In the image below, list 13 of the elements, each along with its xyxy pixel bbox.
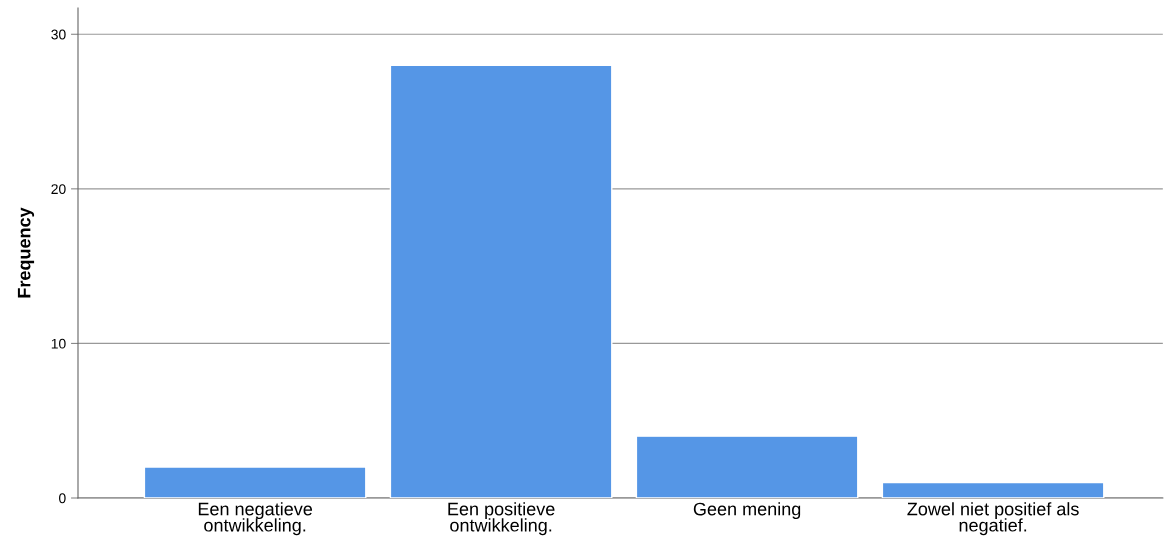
bar — [143, 466, 367, 498]
x-tick-label: Een negatieve ontwikkeling. — [198, 502, 313, 536]
bar — [881, 481, 1105, 498]
x-tick-label: Geen mening — [693, 502, 801, 519]
y-tick-label: 0 — [59, 493, 66, 504]
bar — [635, 435, 859, 498]
y-tick-label: 30 — [51, 29, 66, 40]
y-axis-title: Frequency — [17, 207, 35, 298]
x-tick-label: Een positieve ontwikkeling. — [448, 502, 555, 536]
bar — [389, 64, 613, 498]
y-tick-label: 20 — [51, 184, 66, 195]
x-tick-label: Zowel niet positief als negatief. — [907, 502, 1079, 536]
y-tick-label: 10 — [51, 338, 66, 349]
